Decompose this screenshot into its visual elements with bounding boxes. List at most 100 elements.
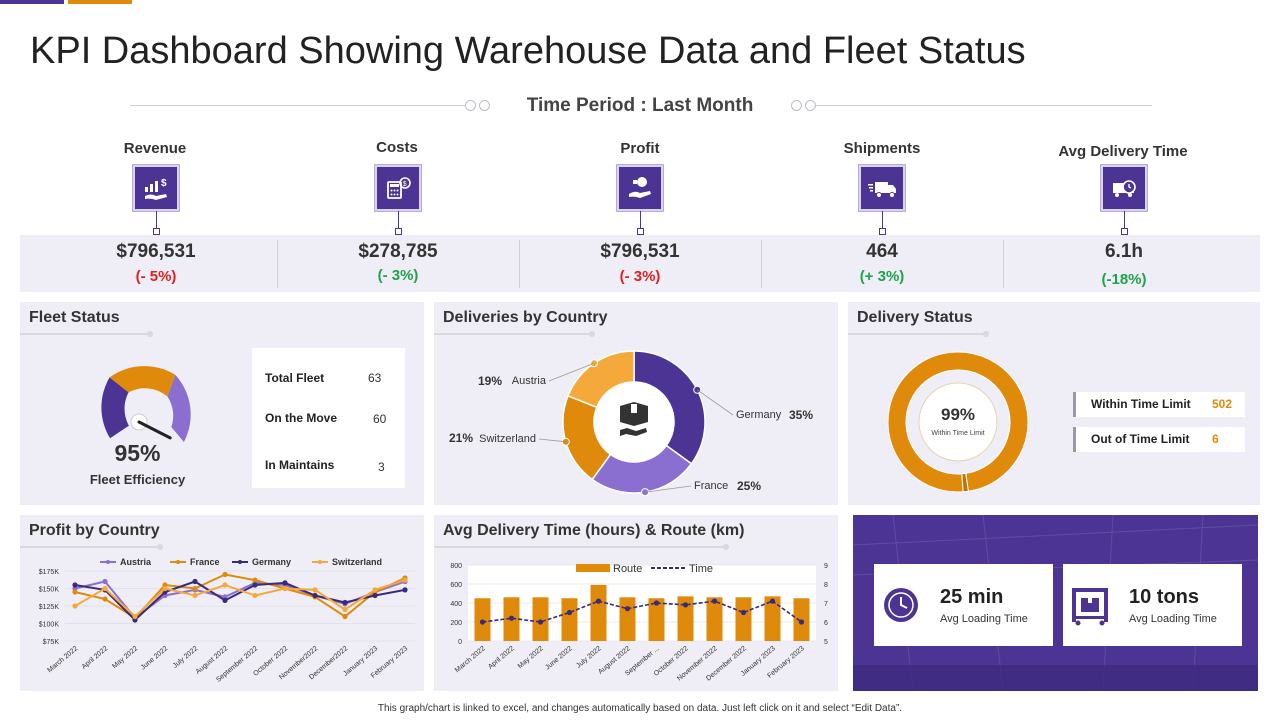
data-point: [740, 609, 747, 616]
x-tick-label: June 2022: [544, 645, 574, 671]
gauge-segment-right: [167, 374, 191, 442]
legend-marker: [176, 560, 180, 564]
bar-route: [706, 597, 723, 641]
data-point: [566, 609, 573, 616]
data-point: [312, 587, 318, 593]
data-point: [102, 578, 108, 585]
series-line-germany: [74, 580, 406, 622]
x-tick-label: April 2022: [487, 645, 516, 671]
kpi-revenue-label: Revenue: [123, 140, 187, 157]
series-line-time: [482, 600, 802, 623]
fleet-row-value: 63: [368, 371, 382, 385]
slice-value: 19%: [478, 374, 502, 388]
fleet-row-label: In Maintains: [265, 458, 335, 472]
status-slice: [961, 472, 969, 493]
fleet-gauge: [101, 366, 191, 442]
clock-icon: [884, 588, 918, 622]
data-point: [282, 580, 288, 586]
status-center-value: 99%: [940, 405, 976, 424]
x-tick-label: July 2022: [172, 645, 200, 670]
kpi-stem: [640, 211, 641, 230]
data-point: [72, 589, 78, 595]
kpi-knob: [879, 228, 886, 235]
kpi-revenue-value: $796,531: [116, 241, 196, 262]
data-point: [769, 598, 776, 604]
x-tick-label: July 2022: [575, 645, 603, 670]
y-tick-label: $100K: [39, 622, 60, 629]
legend-marker: [238, 560, 242, 564]
kpi-costs-value: $278,785: [358, 241, 438, 262]
slice-leader: [697, 389, 734, 416]
slice-marker: [641, 488, 650, 497]
y-tick-label: $175K: [39, 569, 60, 576]
avg-delivery-title: Avg Delivery Time (hours) & Route (km): [443, 522, 745, 539]
panel-underline: [434, 331, 595, 337]
loading-value: 10 tons: [1129, 586, 1200, 608]
legend-label: Time: [689, 563, 713, 575]
accent-bar-orange: [68, 0, 132, 4]
status-row-label: Out of Time Limit: [1091, 432, 1190, 446]
kpi-delivery-value: 6.1h: [1104, 241, 1144, 262]
data-point: [222, 571, 228, 578]
bar-route: [735, 597, 752, 641]
loading-card: 25 min Avg Loading Time: [874, 564, 1053, 646]
legend-swatch-route: [576, 564, 610, 572]
y2-tick-label: 5: [824, 639, 828, 646]
data-point: [798, 619, 805, 625]
fleet-row-label: On the Move: [265, 411, 338, 425]
data-point: [252, 577, 258, 583]
data-point: [479, 619, 486, 625]
delivery-status-donut: [887, 351, 1029, 493]
kpi-profit-label: Profit: [620, 140, 660, 157]
fleet-efficiency-label: Fleet Efficiency: [89, 472, 186, 487]
slice-value: 35%: [789, 408, 813, 422]
slice-leader: [548, 362, 595, 382]
kpi-band: [20, 235, 1260, 292]
kpi-stem: [156, 211, 157, 230]
data-point: [508, 615, 515, 621]
legend-label: Switzerland: [332, 557, 382, 567]
slice-marker: [590, 359, 599, 368]
loading-label: Avg Loading Time: [1129, 613, 1217, 625]
data-point: [537, 619, 544, 625]
hand-growth-icon: [617, 165, 663, 211]
time-period[interactable]: Time Period : Last Month: [526, 95, 754, 116]
x-tick-label: May 2022: [517, 645, 545, 670]
bar-route: [648, 598, 665, 641]
loading-label: Avg Loading Time: [940, 613, 1028, 625]
x-tick-label: April 2022: [81, 645, 110, 671]
data-point: [624, 606, 631, 612]
kpi-stem: [882, 211, 883, 230]
kpi-knob: [637, 228, 644, 235]
profit-line-chart: $75K $100K $125K $150K $175K March 2022 April …: [39, 557, 415, 684]
kpi-knob: [1121, 228, 1128, 235]
fleet-status-title: Fleet Status: [29, 309, 120, 326]
y2-tick-label: 8: [824, 582, 828, 589]
warehouse-backdrop: [853, 515, 1258, 691]
kpi-shipments-change: (+ 3%): [859, 268, 905, 285]
y-tick-label: 800: [450, 563, 462, 570]
clock-truck-icon: [1101, 165, 1147, 211]
svg-text:$: $: [403, 181, 407, 188]
fleet-row-label: Total Fleet: [265, 371, 325, 385]
x-tick-label: March 2022: [454, 645, 487, 674]
period-dot: [465, 100, 476, 111]
box-hand-icon: [620, 402, 648, 436]
panel-underline: [20, 331, 153, 337]
delivery-status-title: Delivery Status: [857, 309, 973, 326]
data-point: [342, 599, 348, 606]
bar-route: [561, 598, 578, 641]
calculator-coin-icon: $: [375, 165, 421, 211]
fleet-efficiency-value: 95%: [114, 440, 161, 466]
data-point: [342, 606, 348, 613]
fleet-row-value: 3: [378, 460, 385, 474]
cargo-icon: [1072, 588, 1108, 626]
kpi-profit-change: (- 3%): [619, 268, 661, 285]
gauge-segment-top: [109, 366, 176, 397]
status-row: Out of Time Limit 6: [1073, 427, 1245, 452]
kpi-profit-value: $796,531: [600, 241, 680, 262]
kpi-knob: [395, 228, 402, 235]
x-tick-label: March 2022: [46, 645, 79, 674]
period-dot: [479, 100, 490, 111]
bar-route: [590, 584, 607, 641]
